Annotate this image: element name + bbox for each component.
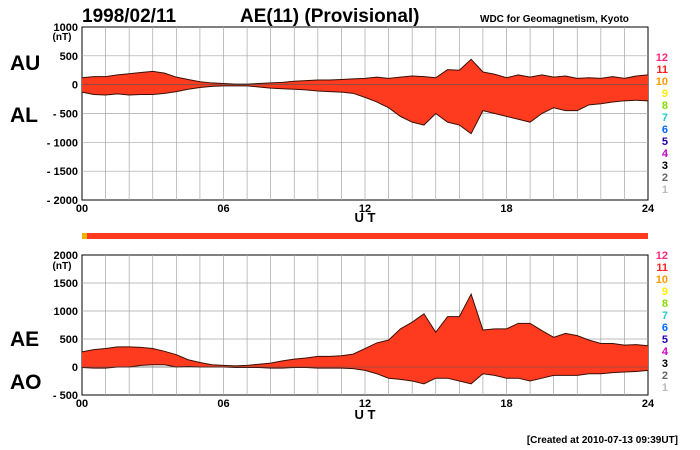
station-legend-item: 3	[662, 358, 668, 370]
station-legend-item: 6	[662, 124, 668, 136]
au-al-lower-series-line	[81, 85, 649, 135]
au-al-upper-series-line	[81, 58, 649, 85]
station-legend-item: 12	[656, 250, 668, 262]
station-legend-item: 9	[662, 286, 668, 298]
au-al-y-tick-label: 500	[60, 51, 78, 63]
au-al-y-tick-label: - 1000	[47, 137, 78, 149]
station-legend-item: 9	[662, 88, 668, 100]
au-series-label: AU	[10, 52, 40, 75]
au-al-x-tick-labels: 00 06 12 18 24	[76, 203, 655, 215]
ae-ao-y-tick-label: 0	[72, 362, 78, 374]
station-legend-item: 5	[662, 136, 668, 148]
source-credit: WDC for Geomagnetism, Kyoto	[480, 14, 629, 25]
au-al-x-tick-label: 18	[500, 203, 512, 215]
station-legend-item: 11	[656, 64, 668, 76]
au-al-unit-label: (nT)	[53, 32, 72, 43]
ae-ao-y-tick-label: 2000	[54, 250, 78, 262]
au-al-y-tick-label: - 500	[53, 109, 78, 121]
ae-ao-x-tick-label: 24	[642, 398, 655, 410]
station-legend-item: 2	[662, 370, 668, 382]
station-legend-item: 4	[662, 346, 669, 358]
station-legend-item: 1	[662, 382, 668, 394]
ae-ao-upper-series-line	[81, 292, 649, 367]
ae-ao-x-tick-label: 12	[359, 398, 371, 410]
station-legend-item: 7	[662, 112, 668, 124]
ae-ao-y-tick-label: 1000	[54, 306, 78, 318]
creation-timestamp: [Created at 2010-07-13 09:39UT]	[527, 435, 678, 446]
au-al-x-tick-label: 12	[359, 203, 371, 215]
ae-ao-x-tick-labels: 00 06 12 18 24	[76, 398, 655, 410]
index-title: AE(11) (Provisional)	[240, 6, 420, 27]
ae-ao-x-tick-label: 06	[217, 398, 229, 410]
ae-ao-x-tick-label: 00	[76, 398, 88, 410]
date-title: 1998/02/11	[82, 6, 176, 27]
ae-ao-x-tick-label: 18	[500, 398, 512, 410]
station-legend-item: 8	[662, 100, 668, 112]
au-al-y-tick-label: 1000	[54, 22, 78, 34]
ae-ao-y-tick-label: 1500	[54, 278, 78, 290]
ae-ao-x-axis-label: U T	[355, 407, 376, 422]
au-al-x-tick-label: 00	[76, 203, 88, 215]
au-al-x-axis-label: U T	[355, 210, 376, 225]
station-legend-item: 7	[662, 310, 668, 322]
ae-series-label: AE	[10, 328, 39, 351]
station-legend-item: 12	[656, 52, 668, 64]
data-coverage-bar-start	[82, 233, 87, 239]
station-legend-item: 10	[656, 76, 668, 88]
au-al-x-tick-label: 24	[642, 203, 655, 215]
au-al-y-tick-label: - 2000	[47, 195, 78, 207]
al-series-label: AL	[10, 104, 38, 127]
station-legend-item: 2	[662, 172, 668, 184]
ae-ao-y-tick-label: 500	[60, 334, 78, 346]
station-legend-item: 4	[662, 148, 669, 160]
ae-ao-y-tick-label: - 500	[53, 390, 78, 402]
station-legend-item: 8	[662, 298, 668, 310]
au-al-envelope	[81, 58, 649, 135]
station-legend-item: 10	[656, 274, 668, 286]
au-al-x-tick-label: 06	[217, 203, 229, 215]
au-al-y-tick-label: - 1500	[47, 166, 78, 178]
station-legend-item: 1	[662, 184, 668, 196]
ao-series-label: AO	[10, 371, 42, 394]
data-coverage-bar	[82, 233, 648, 239]
station-legend-item: 11	[656, 262, 668, 274]
station-legend-item: 5	[662, 334, 668, 346]
ae-ao-y-tick-labels: 2000 1500 1000 500 0 - 500	[53, 250, 78, 402]
ae-ao-unit-label: (nT)	[53, 261, 72, 272]
ae-ao-envelope-fill	[82, 294, 648, 384]
station-legend-item: 3	[662, 160, 668, 172]
station-legend-item: 6	[662, 322, 668, 334]
au-al-y-tick-label: 0	[72, 80, 78, 92]
au-al-gridlines	[82, 27, 648, 200]
au-al-y-tick-labels: 1000 500 0 - 500 - 1000 - 1500 - 2000	[47, 22, 78, 207]
ae-ao-envelope	[81, 292, 649, 385]
